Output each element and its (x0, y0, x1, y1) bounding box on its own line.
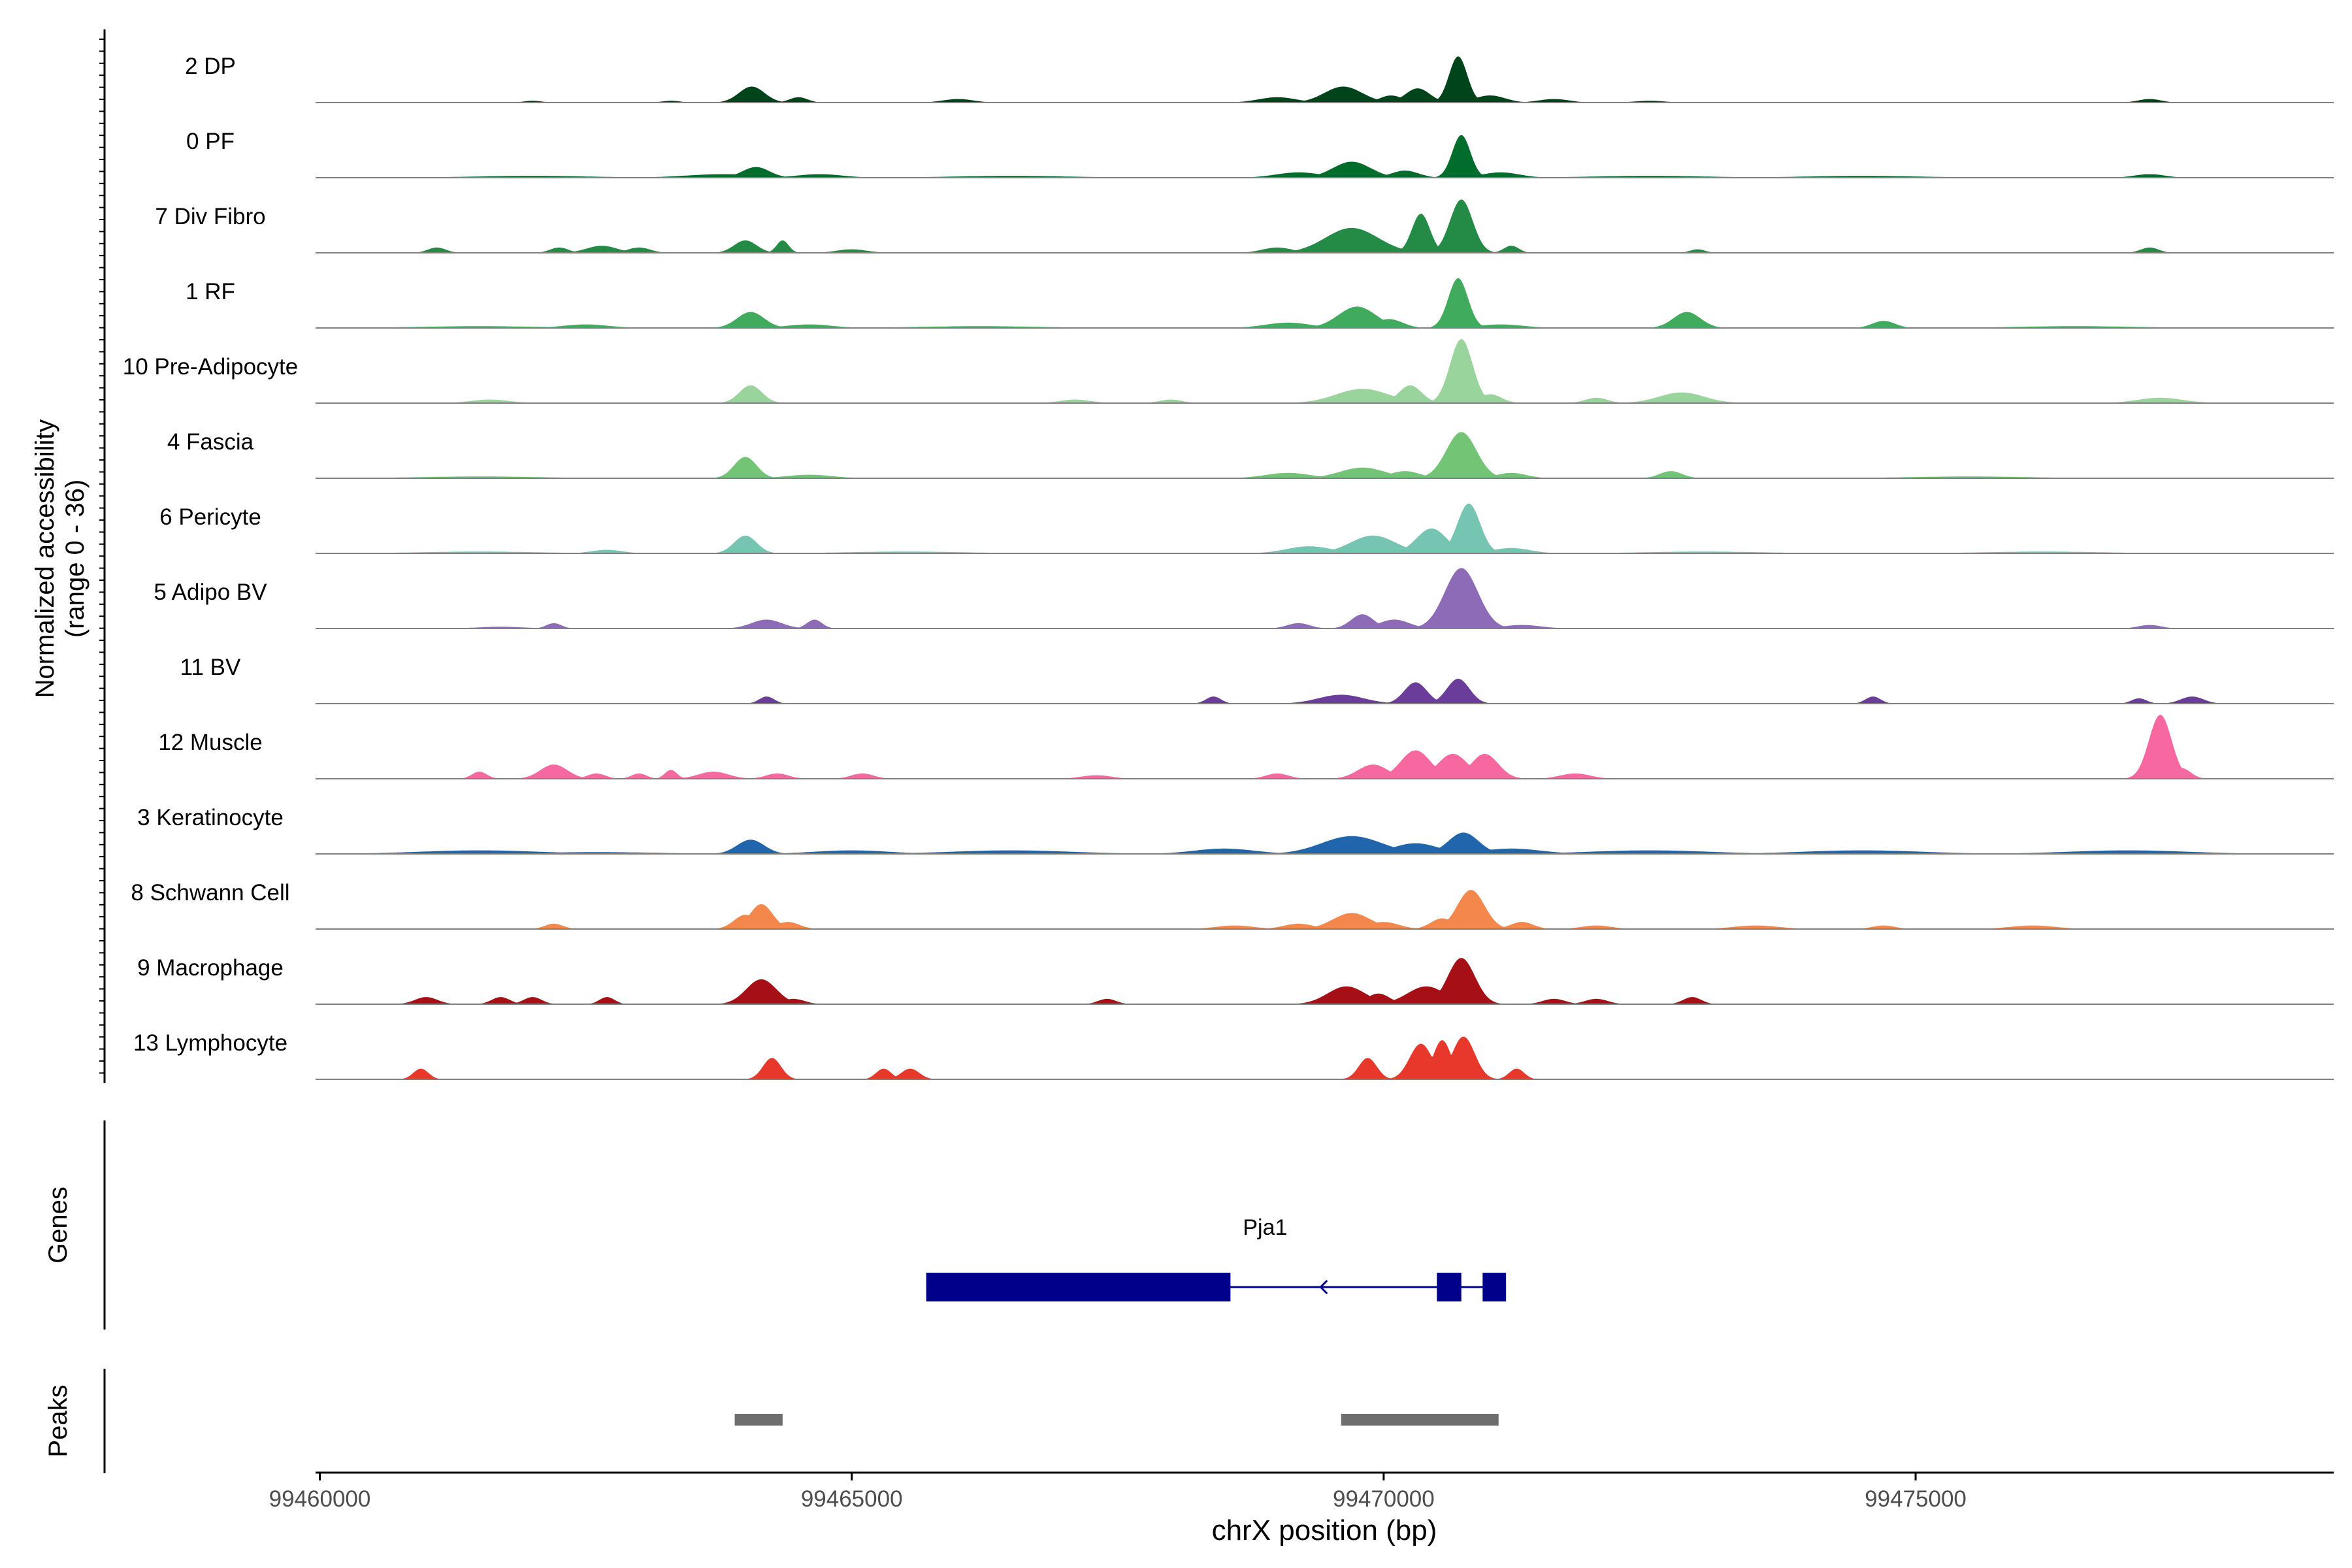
track-label: 2 DP (185, 54, 236, 79)
track-label: 12 Muscle (158, 730, 263, 755)
genes-panel-label: Genes (44, 1186, 73, 1264)
y-axis-label: Normalized accessibility (31, 419, 59, 698)
track-label: 7 Div Fibro (155, 204, 265, 229)
track-label: 6 Pericyte (159, 504, 261, 530)
track-label: 0 PF (186, 129, 235, 154)
gene-strand-arrow (1319, 1279, 1328, 1295)
accessibility-axis-ticks (99, 39, 105, 1074)
x-tick-label: 99465000 (801, 1486, 903, 1512)
coverage-tracks: 2 DP 0 PF 7 Div Fibro 1 RF 10 Pre-Adipocyte 4… (123, 54, 2334, 1080)
track-label: 8 Schwann Cell (131, 880, 289, 906)
track-label: 3 Keratinocyte (137, 805, 284, 830)
track-label: 11 BV (180, 655, 241, 680)
coverage-area-11-bv (316, 678, 2334, 704)
gene-pja1: Pja1 (926, 1215, 1507, 1301)
x-tick-label: 99460000 (269, 1486, 371, 1512)
track-label: 5 Adipo BV (154, 580, 267, 605)
track-6-pericyte: 6 Pericyte (159, 503, 2334, 554)
track-5-adipo-bv: 5 Adipo BV (154, 568, 2334, 629)
track-13-lymphocyte: 13 Lymphocyte (133, 1030, 2334, 1080)
track-8-schwann-cell: 8 Schwann Cell (131, 880, 2334, 930)
x-axis-label: chrX position (bp) (1212, 1514, 1437, 1546)
coverage-area-3-keratinocyte (316, 832, 2334, 854)
coverage-area-7-div-fibro (316, 199, 2334, 253)
track-label: 9 Macrophage (137, 955, 284, 981)
gene-exon (926, 1273, 1231, 1301)
track-2-dp: 2 DP (185, 54, 2334, 103)
track-label: 4 Fascia (167, 429, 254, 455)
peak-region (734, 1414, 783, 1426)
track-12-muscle: 12 Muscle (158, 715, 2334, 779)
track-11-bv: 11 BV (180, 655, 2334, 704)
y-axis-label-range: (range 0 - 36) (61, 480, 90, 638)
track-7-div-fibro: 7 Div Fibro (155, 199, 2334, 253)
x-tick-label: 99475000 (1865, 1486, 1967, 1512)
track-0-pf: 0 PF (186, 129, 2334, 178)
peak-region (1341, 1414, 1499, 1426)
gene-exon (1482, 1273, 1507, 1301)
track-9-macrophage: 9 Macrophage (137, 955, 2334, 1005)
x-axis-ticks: 99460000 99465000 99470000 99475000 (269, 1473, 1967, 1512)
genes-track: Pja1 (926, 1215, 1507, 1301)
track-4-fascia: 4 Fascia (167, 429, 2334, 479)
peaks-track (734, 1414, 1499, 1426)
track-label: 13 Lymphocyte (133, 1030, 287, 1056)
track-3-keratinocyte: 3 Keratinocyte (137, 805, 2334, 855)
gene-label: Pja1 (1243, 1215, 1287, 1240)
coverage-area-2-dp (316, 56, 2334, 103)
x-tick-label: 99470000 (1333, 1486, 1435, 1512)
track-10-pre-adipocyte: 10 Pre-Adipocyte (123, 339, 2334, 404)
track-label: 10 Pre-Adipocyte (123, 354, 298, 380)
track-label: 1 RF (186, 279, 235, 304)
gene-exon (1437, 1273, 1462, 1301)
track-1-rf: 1 RF (186, 278, 2334, 329)
peaks-panel-label: Peaks (44, 1384, 73, 1457)
